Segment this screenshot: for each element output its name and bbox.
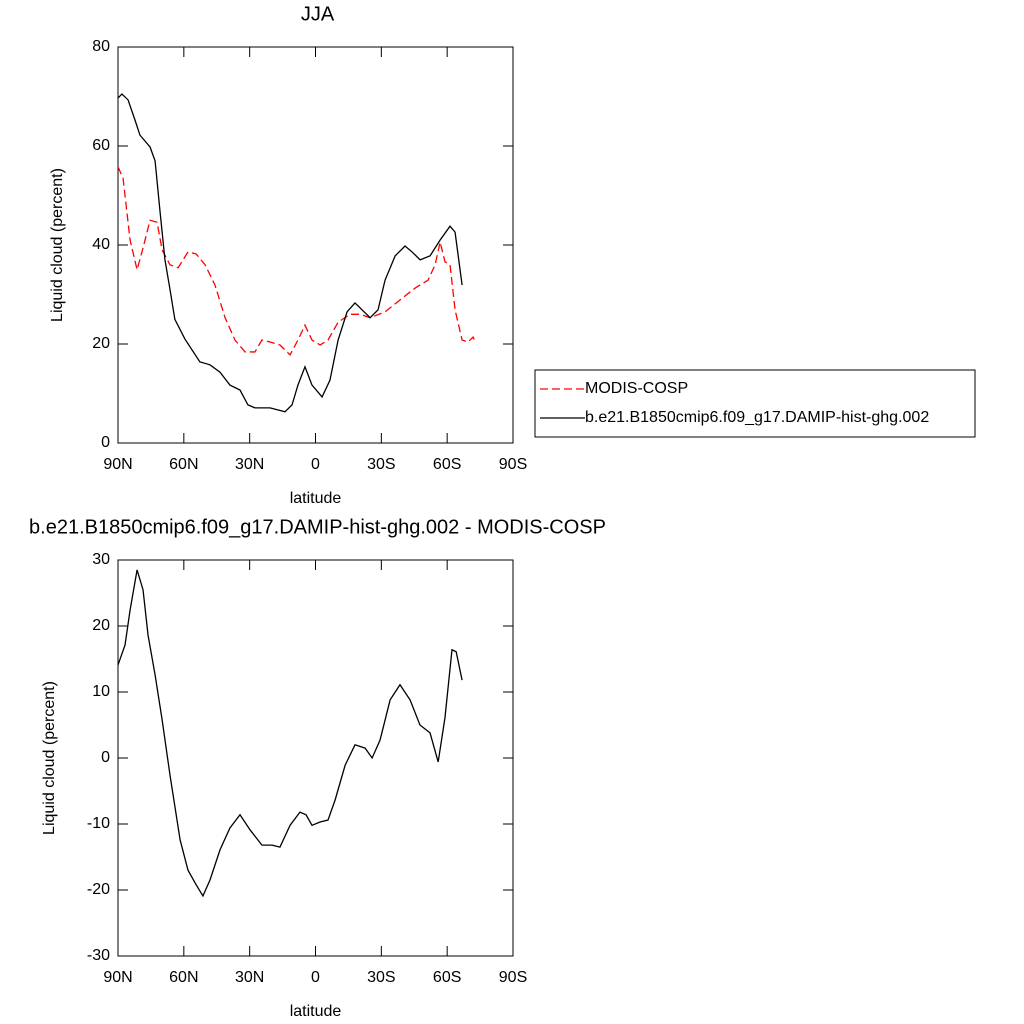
x-axis-label: latitude (290, 490, 342, 507)
legend-box (534, 369, 976, 438)
y-tick-label: 80 (92, 38, 110, 55)
x-tick-label: 90N (103, 969, 132, 986)
x-tick-label: 60N (169, 456, 198, 473)
line-series (117, 166, 477, 356)
x-tick-label: 90S (499, 969, 527, 986)
plot-frame (117, 46, 514, 444)
chart-title: JJA (301, 3, 335, 25)
x-tick-label: 30S (367, 456, 395, 473)
legend-label: MODIS-COSP (585, 380, 688, 397)
chart-title: b.e21.B1850cmip6.f09_g17.DAMIP-hist-ghg.… (29, 516, 606, 538)
x-tick-label: 60S (433, 456, 461, 473)
x-tick-label: 30N (235, 456, 264, 473)
y-tick-label: 20 (92, 617, 110, 634)
y-axis-label: Liquid cloud (percent) (41, 681, 58, 835)
y-tick-label: -20 (87, 881, 110, 898)
x-tick-label: 30N (235, 969, 264, 986)
y-tick-label: 20 (92, 335, 110, 352)
x-tick-label: 0 (311, 456, 320, 473)
x-tick-label: 60N (169, 969, 198, 986)
y-tick-label: 0 (101, 434, 110, 451)
x-axis-label: latitude (290, 1003, 342, 1020)
x-tick-label: 90S (499, 456, 527, 473)
y-tick-label: 40 (92, 236, 110, 253)
y-tick-label: -30 (87, 947, 110, 964)
x-tick-label: 0 (311, 969, 320, 986)
x-tick-label: 30S (367, 969, 395, 986)
y-tick-label: 30 (92, 551, 110, 568)
y-tick-label: 60 (92, 137, 110, 154)
x-tick-label: 90N (103, 456, 132, 473)
line-series (117, 93, 463, 413)
legend-label: b.e21.B1850cmip6.f09_g17.DAMIP-hist-ghg.… (585, 409, 929, 426)
y-tick-label: 0 (101, 749, 110, 766)
x-tick-label: 60S (433, 969, 461, 986)
y-tick-label: -10 (87, 815, 110, 832)
y-tick-label: 10 (92, 683, 110, 700)
y-axis-label: Liquid cloud (percent) (49, 168, 66, 322)
plot-frame (117, 559, 514, 957)
line-series (117, 569, 463, 898)
